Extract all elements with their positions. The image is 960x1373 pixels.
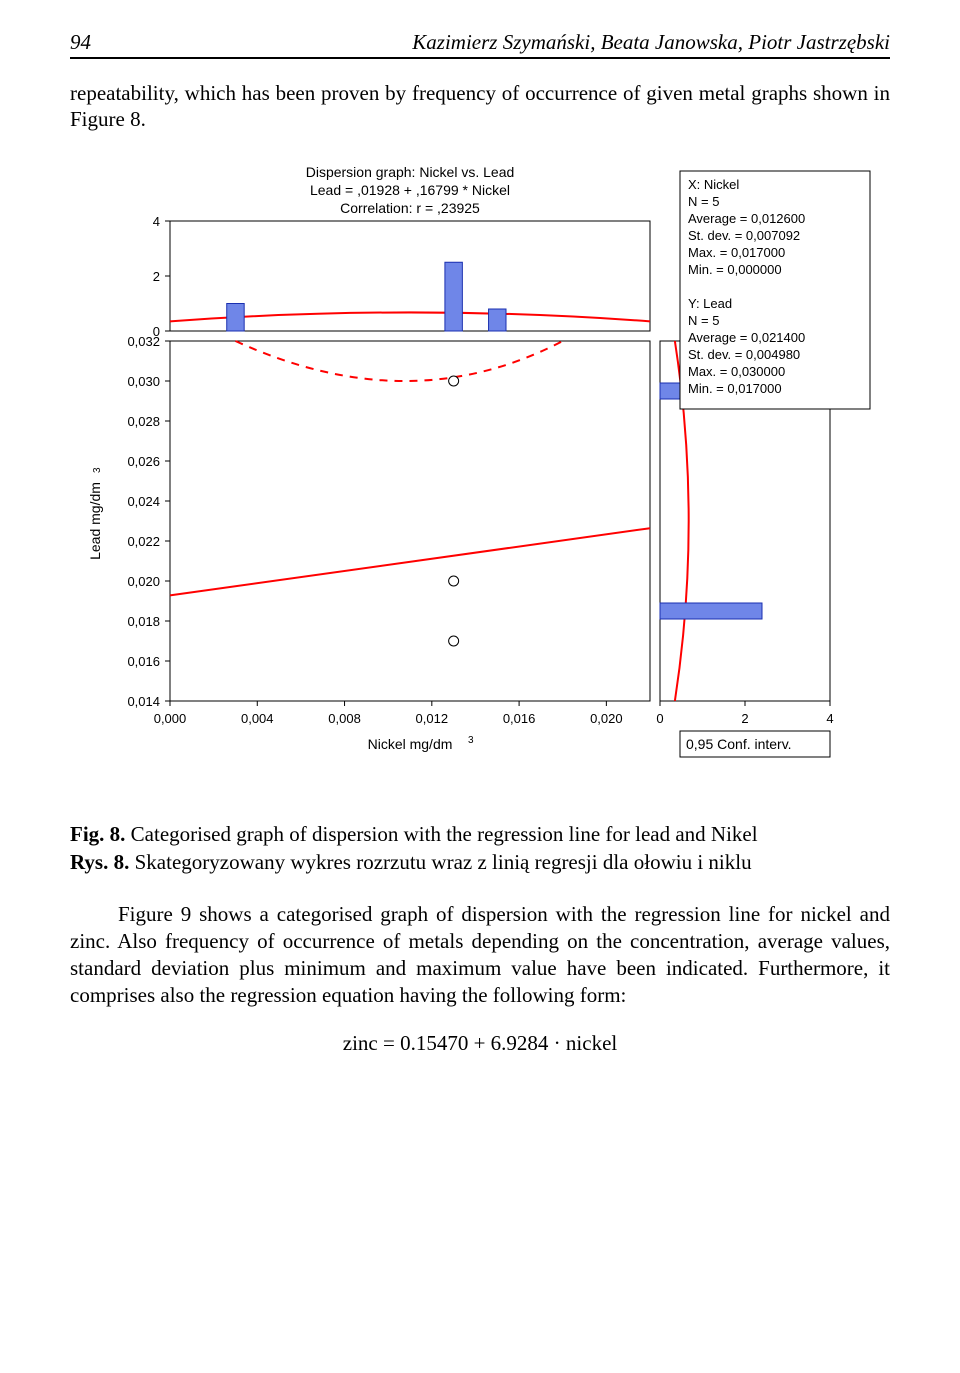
svg-text:0,020: 0,020 <box>127 574 160 589</box>
svg-text:St. dev. = 0,007092: St. dev. = 0,007092 <box>688 228 800 243</box>
body-paragraph: Figure 9 shows a categorised graph of di… <box>70 901 890 1009</box>
page-number: 94 <box>70 30 91 55</box>
caption-en-text: Categorised graph of dispersion with the… <box>125 822 757 846</box>
svg-text:0,018: 0,018 <box>127 614 160 629</box>
svg-text:0,026: 0,026 <box>127 454 160 469</box>
caption-pl-label: Rys. 8. <box>70 850 129 874</box>
svg-text:0,028: 0,028 <box>127 414 160 429</box>
svg-text:0,008: 0,008 <box>328 711 361 726</box>
header-authors: Kazimierz Szymański, Beata Janowska, Pio… <box>412 30 890 55</box>
svg-text:Max. = 0,017000: Max. = 0,017000 <box>688 245 785 260</box>
svg-text:Nickel mg/dm: Nickel mg/dm <box>368 736 453 752</box>
svg-text:Average = 0,012600: Average = 0,012600 <box>688 211 805 226</box>
svg-text:0,016: 0,016 <box>503 711 536 726</box>
svg-text:0,012: 0,012 <box>416 711 449 726</box>
svg-text:2: 2 <box>741 711 748 726</box>
svg-text:X: Nickel: X: Nickel <box>688 177 739 192</box>
svg-text:3: 3 <box>92 467 103 473</box>
svg-text:St. dev. = 0,004980: St. dev. = 0,004980 <box>688 347 800 362</box>
svg-text:4: 4 <box>153 214 160 229</box>
caption-pl: Rys. 8. Skategoryzowany wykres rozrzutu … <box>70 849 890 875</box>
svg-text:0,000: 0,000 <box>154 711 187 726</box>
svg-text:Dispersion graph: Nickel vs. L: Dispersion graph: Nickel vs. Lead <box>306 164 515 180</box>
svg-text:Min. = 0,017000: Min. = 0,017000 <box>688 381 782 396</box>
svg-text:0: 0 <box>656 711 663 726</box>
svg-text:0,024: 0,024 <box>127 494 160 509</box>
svg-text:3: 3 <box>468 735 474 746</box>
svg-text:0,016: 0,016 <box>127 654 160 669</box>
svg-text:0,022: 0,022 <box>127 534 160 549</box>
svg-text:0,032: 0,032 <box>127 334 160 349</box>
svg-text:Lead mg/dm: Lead mg/dm <box>87 482 103 560</box>
caption-en-label: Fig. 8. <box>70 822 125 846</box>
svg-text:4: 4 <box>826 711 833 726</box>
svg-text:0,014: 0,014 <box>127 694 160 709</box>
svg-text:0,030: 0,030 <box>127 374 160 389</box>
caption-pl-text: Skategoryzowany wykres rozrzutu wraz z l… <box>129 850 751 874</box>
svg-text:0,95 Conf. interv.: 0,95 Conf. interv. <box>686 736 792 752</box>
svg-text:Y: Lead: Y: Lead <box>688 296 732 311</box>
svg-text:Max. = 0,030000: Max. = 0,030000 <box>688 364 785 379</box>
svg-text:Correlation: r = ,23925: Correlation: r = ,23925 <box>340 200 480 216</box>
svg-text:N = 5: N = 5 <box>688 194 719 209</box>
svg-text:Lead = ,01928 + ,16799 * N: Lead = ,01928 + ,16799 * Nickel <box>310 182 510 198</box>
chart-svg: Dispersion graph: Nickel vs. Lead Lead = … <box>70 161 890 801</box>
svg-text:0,004: 0,004 <box>241 711 274 726</box>
running-header: 94 Kazimierz Szymański, Beata Janowska, … <box>70 30 890 59</box>
caption-en: Fig. 8. Categorised graph of dispersion … <box>70 821 890 847</box>
svg-text:0,020: 0,020 <box>590 711 623 726</box>
svg-text:2: 2 <box>153 269 160 284</box>
equation: zinc = 0.15470 + 6.9284 · nickel <box>70 1031 890 1056</box>
figure-8: Dispersion graph: Nickel vs. Lead Lead = … <box>70 161 890 801</box>
svg-text:Average = 0,021400: Average = 0,021400 <box>688 330 805 345</box>
svg-text:Min. = 0,000000: Min. = 0,000000 <box>688 262 782 277</box>
svg-text:N = 5: N = 5 <box>688 313 719 328</box>
intro-paragraph: repeatability, which has been proven by … <box>70 80 890 133</box>
